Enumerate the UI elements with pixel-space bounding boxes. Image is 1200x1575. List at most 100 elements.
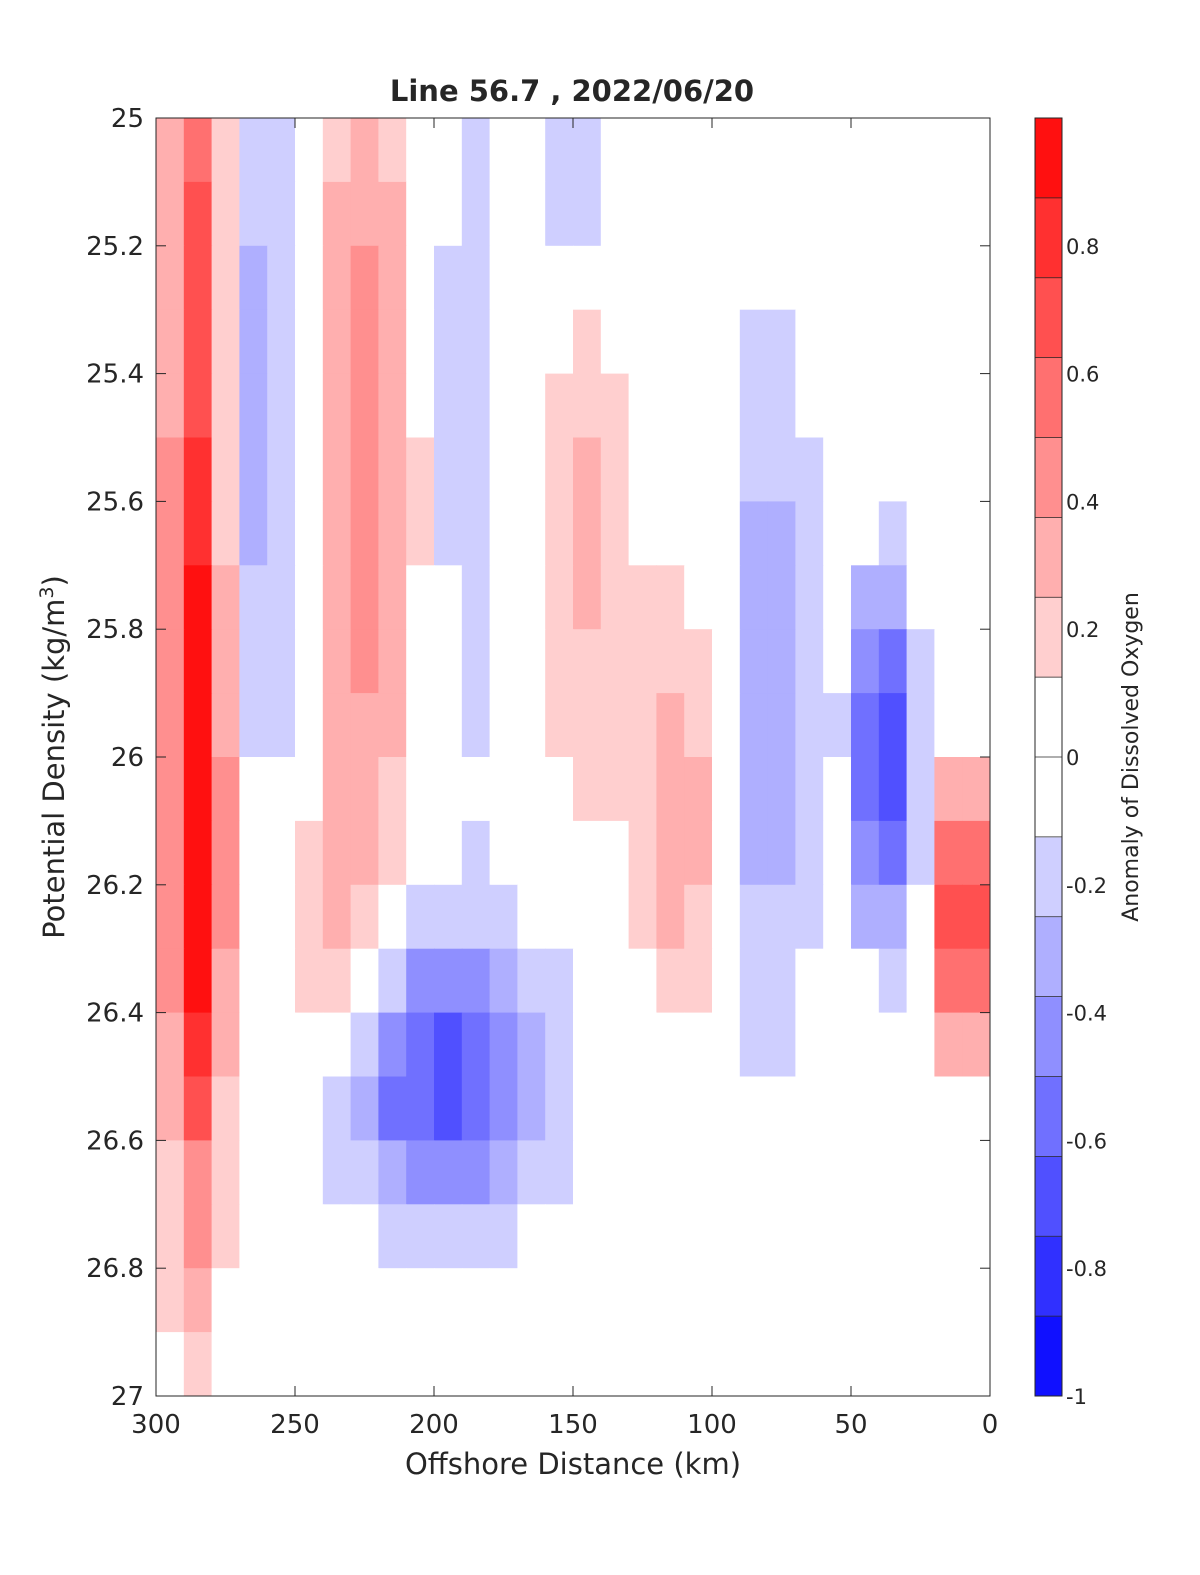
heatmap-cell [600,565,630,630]
heatmap-cell [795,565,824,630]
heatmap-cell [656,181,685,247]
heatmap-cell [767,884,796,950]
heatmap-cell [573,1204,602,1269]
heatmap-cell [378,1268,407,1333]
heatmap-cell [295,118,324,183]
heatmap-cell [489,437,518,502]
heatmap-cell [183,1204,213,1269]
heatmap-cell [712,565,741,630]
y-tick-label: 26.4 [86,999,144,1029]
heatmap-cell [962,1012,990,1078]
heatmap-cell [628,1012,657,1078]
heatmap-cell [434,437,463,502]
heatmap-cell [545,565,574,630]
heatmap-cell [656,437,685,502]
heatmap-cell [239,181,268,247]
y-axis-label-main: Potential Density (kg/m [37,599,71,939]
heatmap-cell [489,820,518,886]
x-tick-label: 200 [409,1410,459,1440]
heatmap-cell [906,118,935,183]
heatmap-cell [878,1268,908,1333]
heatmap-cell [295,309,324,375]
heatmap-cell [934,501,963,566]
heatmap-cell [600,1268,630,1333]
y-tick-label: 27 [111,1382,144,1412]
heatmap-cell [823,884,852,950]
heatmap-cell [461,693,491,758]
heatmap-cell [350,501,379,566]
heatmap-cell [156,884,185,950]
heatmap-cell [211,118,240,183]
heatmap-cell [600,629,630,694]
heatmap-cell [906,1012,935,1078]
heatmap-cell [906,437,935,502]
heatmap-cell [962,118,990,183]
heatmap-cell [712,629,741,694]
y-tick-label: 25.2 [86,232,144,262]
heatmap-cell [906,1204,935,1269]
heatmap-cell [878,693,908,758]
heatmap-cell [378,1204,407,1269]
colorbar-segment [1035,357,1062,438]
heatmap-cell [378,1076,407,1141]
heatmap-cell [211,1012,240,1078]
heatmap-cell [656,373,685,439]
heatmap-cell [906,501,935,566]
heatmap-cell [906,373,935,439]
heatmap-cell [295,181,324,247]
x-axis-label: Offshore Distance (km) [405,1447,741,1481]
heatmap-cell [851,181,880,247]
heatmap-cell [322,309,352,375]
heatmap-cell [962,501,990,566]
heatmap-cell [517,1012,546,1078]
heatmap-cell [573,1012,602,1078]
y-tick-label: 26.8 [86,1254,144,1284]
colorbar-tick-label: -0.4 [1066,1002,1107,1026]
heatmap-cell [712,1140,741,1205]
heatmap-cell [823,820,852,886]
heatmap-cell [461,884,491,950]
heatmap-cell [767,565,796,630]
heatmap-cell [239,1204,268,1269]
heatmap-cell [489,181,518,247]
heatmap-cell [156,565,185,630]
heatmap-cell [851,757,880,822]
heatmap-cell [517,245,546,311]
heatmap-cell [684,245,713,311]
heatmap-cell [517,1204,546,1269]
heatmap-cell [795,948,824,1014]
heatmap-cell [684,181,713,247]
heatmap-cell [934,1076,963,1141]
heatmap-cell [350,1268,379,1333]
heatmap-cell [406,181,435,247]
heatmap-cell [322,1076,352,1141]
heatmap-cell [183,181,213,247]
heatmap-cell [489,1140,518,1205]
heatmap-cell [573,1140,602,1205]
heatmap-cell [322,181,352,247]
x-tick-label: 50 [834,1410,867,1440]
heatmap-cell [934,181,963,247]
colorbar-segment [1035,197,1062,279]
heatmap-cell [156,373,185,439]
heatmap-cell [406,373,435,439]
heatmap-cell [489,1204,518,1269]
heatmap-cell [517,884,546,950]
heatmap-cell [434,1204,463,1269]
heatmap-cell [934,948,963,1014]
heatmap-cell [489,565,518,630]
heatmap-cell [767,373,796,439]
heatmap-cell [517,629,546,694]
heatmap-cell [823,437,852,502]
heatmap-cell [378,245,407,311]
heatmap-cell [934,693,963,758]
heatmap-cell [489,884,518,950]
heatmap-cell [156,118,185,183]
heatmap-cell [878,884,908,950]
y-tick-label: 26.6 [86,1126,144,1156]
heatmap-cell [962,181,990,247]
heatmap-cell [489,629,518,694]
heatmap-cell [795,437,824,502]
heatmap-cell [878,309,908,375]
heatmap-cell [350,373,379,439]
